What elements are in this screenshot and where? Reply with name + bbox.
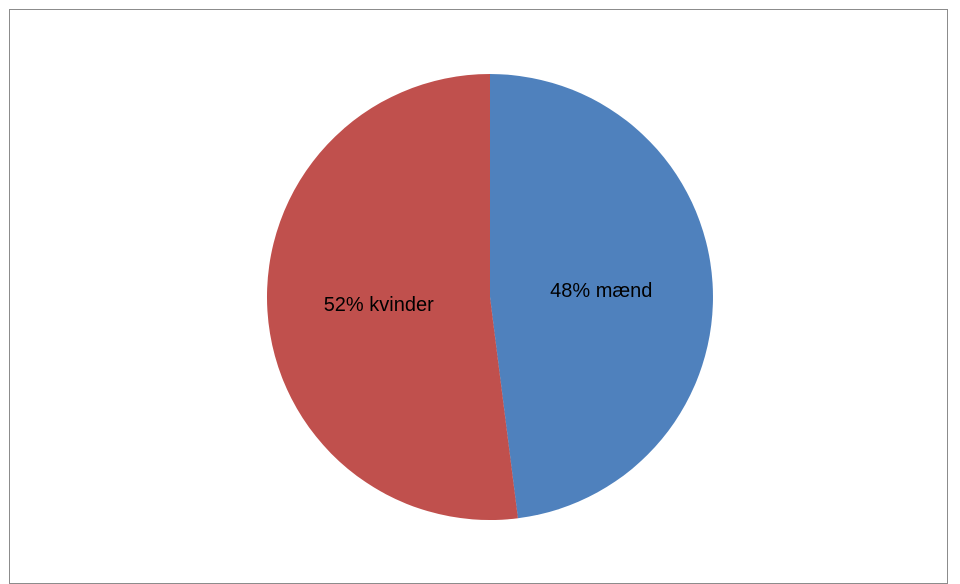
pie-labels: 48% mænd 52% kvinder <box>324 280 653 316</box>
pie-slice-label-1: 52% kvinder <box>324 294 434 316</box>
pie-slices <box>266 73 713 520</box>
pie-slice-label-0: 48% mænd <box>550 280 652 302</box>
pie-slice-0 <box>490 74 713 519</box>
pie-slice-1 <box>266 73 518 520</box>
